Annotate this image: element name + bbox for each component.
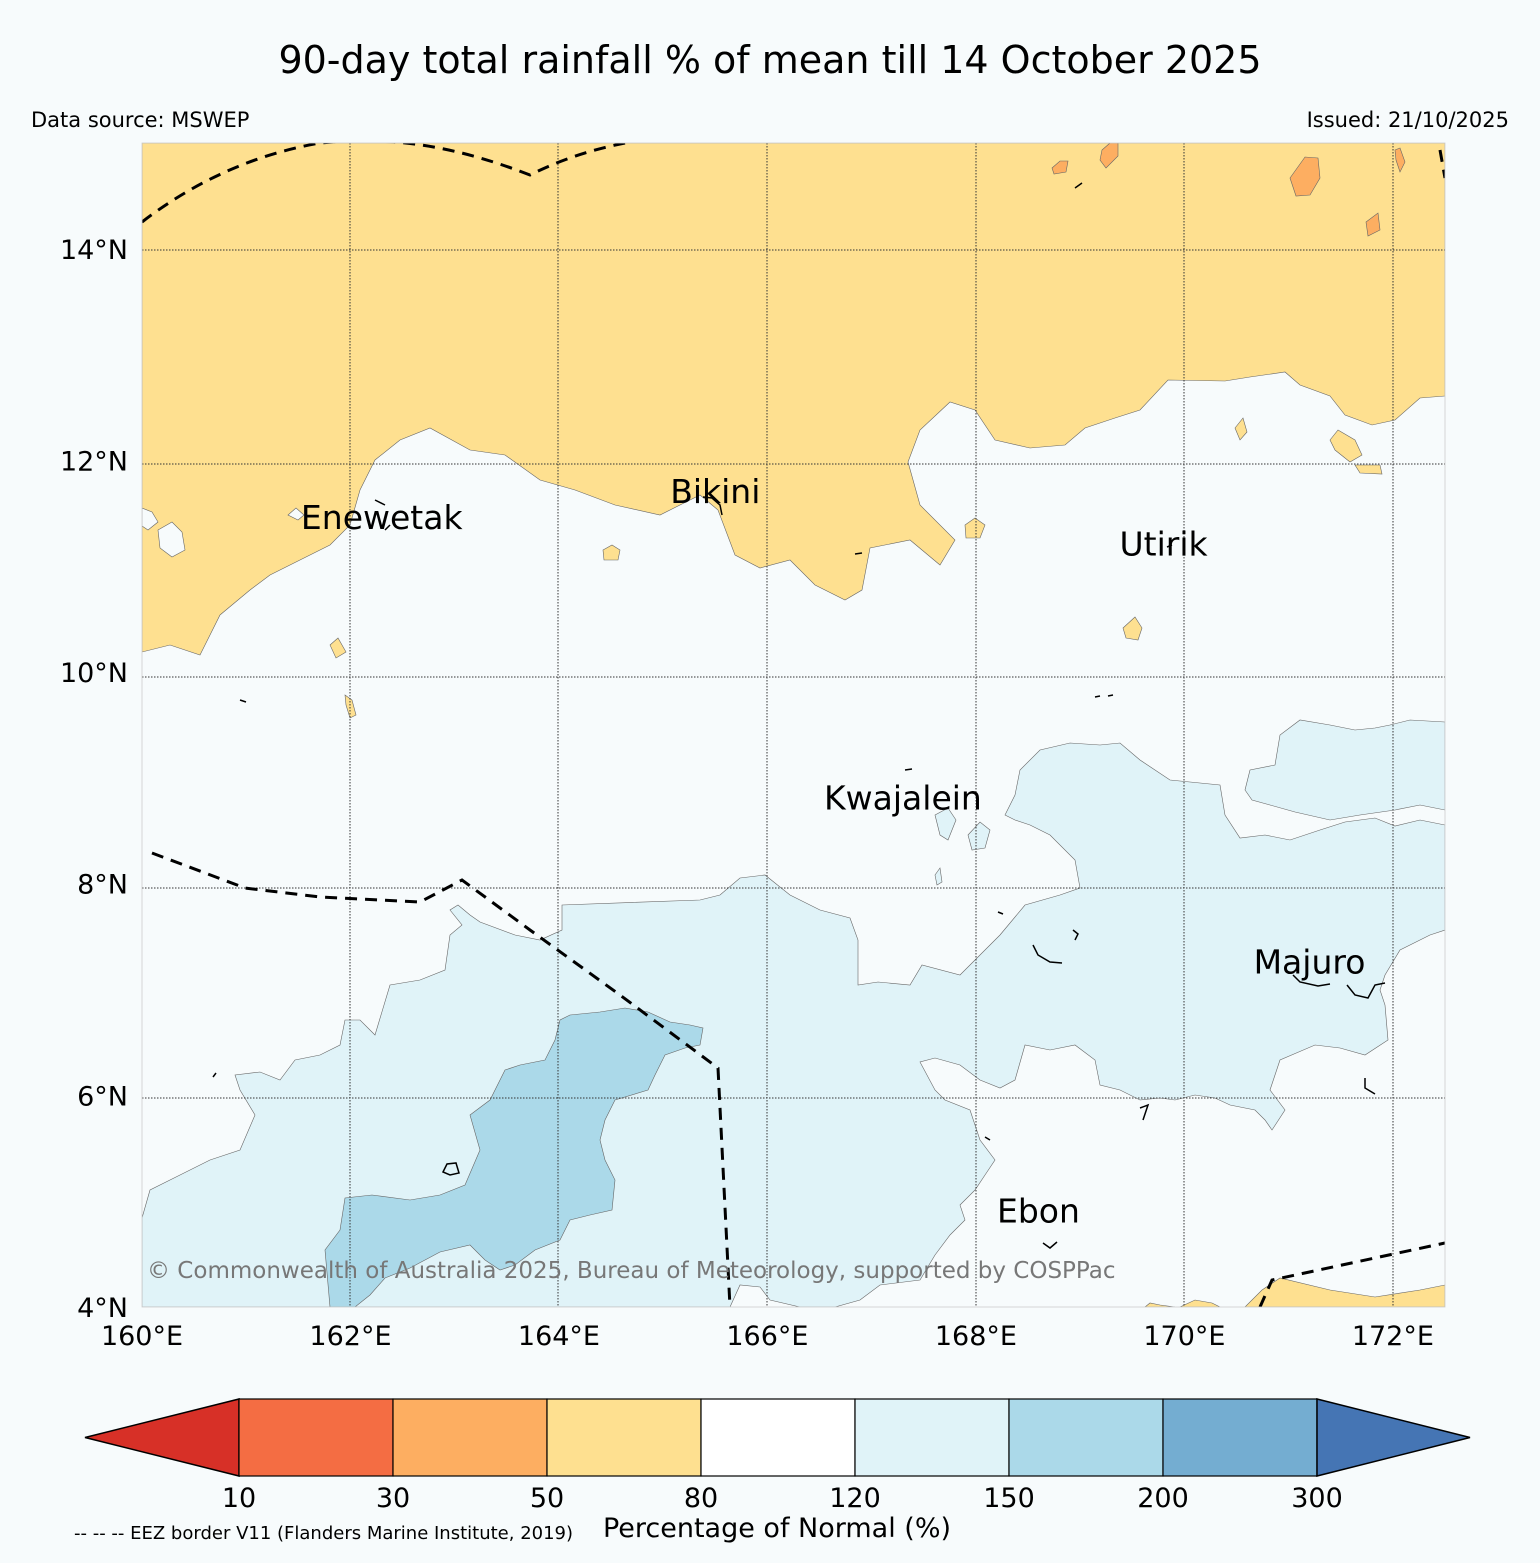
blob bbox=[1234, 417, 1248, 441]
colorbar-segment bbox=[1162, 1398, 1318, 1477]
atoll bbox=[212, 1072, 217, 1078]
issued-date-label: Issued: 21/10/2025 bbox=[1306, 108, 1509, 132]
data-source-label: Data source: MSWEP bbox=[31, 108, 250, 132]
region-120-150-ne bbox=[1244, 719, 1445, 821]
eez-border-north bbox=[142, 143, 626, 224]
lon-tick-label: 168°E bbox=[935, 1321, 1017, 1352]
copyright-text: © Commonwealth of Australia 2025, Bureau… bbox=[147, 1258, 1116, 1284]
atoll bbox=[1074, 182, 1083, 189]
colorbar-tick-label: 30 bbox=[376, 1483, 410, 1514]
lat-tick-label: 10°N bbox=[60, 658, 128, 689]
longitude-tick-labels: 160°E 162°E 164°E 166°E 168°E 170°E 172°E bbox=[101, 1321, 1434, 1352]
lat-tick-label: 8°N bbox=[77, 870, 128, 901]
atoll-kwajalein bbox=[1032, 944, 1063, 964]
colorbar-tick-label: 300 bbox=[1291, 1483, 1343, 1514]
lat-tick-label: 4°N bbox=[77, 1293, 128, 1324]
blob-30-50 bbox=[1051, 160, 1069, 175]
map-frame bbox=[141, 142, 1446, 1308]
eez-border-note: -- -- -- EEZ border V11 (Flanders Marine… bbox=[74, 1523, 574, 1544]
blob bbox=[1354, 464, 1383, 475]
colorbar-tick-label: 80 bbox=[684, 1483, 718, 1514]
eez-borders bbox=[142, 143, 1445, 1307]
colorbar-extend-low bbox=[84, 1398, 240, 1477]
blob-120-150 bbox=[934, 867, 943, 886]
blob bbox=[602, 544, 621, 561]
colorbar-tick-label: 200 bbox=[1137, 1483, 1189, 1514]
atoll bbox=[984, 1136, 991, 1141]
eez-border-se bbox=[1258, 1241, 1445, 1307]
blob bbox=[1329, 429, 1363, 463]
colorbar-segment bbox=[1008, 1398, 1164, 1477]
lat-tick-label: 12°N bbox=[60, 446, 128, 477]
eez-border-west bbox=[151, 851, 732, 1307]
blob bbox=[344, 694, 357, 719]
region-120-150 bbox=[142, 742, 1445, 1307]
colorbar-segment bbox=[700, 1398, 856, 1477]
place-label-kwajalein: Kwajalein bbox=[824, 779, 982, 818]
blob-30-50 bbox=[1099, 143, 1119, 169]
grid bbox=[142, 143, 1445, 1307]
atoll-majuro bbox=[1292, 974, 1331, 987]
place-label-bikini: Bikini bbox=[670, 472, 760, 511]
blob-30-50 bbox=[1394, 147, 1406, 173]
colorbar-tick-label: 10 bbox=[222, 1483, 256, 1514]
atoll bbox=[997, 911, 1004, 915]
atoll bbox=[374, 499, 391, 531]
atoll bbox=[1072, 929, 1079, 941]
islands bbox=[212, 182, 1386, 1249]
colorbar-segment bbox=[854, 1398, 1010, 1477]
blob-120-150 bbox=[934, 807, 957, 841]
atoll bbox=[1094, 694, 1114, 698]
colorbar-label: Percentage of Normal (%) bbox=[603, 1513, 951, 1544]
place-label-enewetak: Enewetak bbox=[301, 498, 464, 537]
colorbar-segment bbox=[546, 1398, 702, 1477]
lon-tick-label: 166°E bbox=[726, 1321, 808, 1352]
place-label-ebon: Ebon bbox=[997, 1191, 1080, 1230]
chart-title: 90-day total rainfall % of mean till 14 … bbox=[278, 38, 1262, 82]
lat-tick-label: 14°N bbox=[60, 235, 128, 266]
colorbar-tick-label: 120 bbox=[829, 1483, 881, 1514]
region-150-200 bbox=[324, 1007, 704, 1307]
colorbar-tick-label: 150 bbox=[983, 1483, 1035, 1514]
place-label-majuro: Majuro bbox=[1254, 943, 1366, 982]
lon-tick-label: 162°E bbox=[309, 1321, 391, 1352]
colorbar-extend-high bbox=[1316, 1398, 1471, 1477]
blob bbox=[329, 637, 347, 659]
blob bbox=[964, 517, 986, 539]
atoll-jaluit bbox=[1139, 1103, 1150, 1121]
blob-30-50 bbox=[1365, 212, 1381, 237]
atoll bbox=[702, 496, 723, 516]
atoll-ujae bbox=[441, 1162, 460, 1176]
lon-tick-label: 172°E bbox=[1352, 1321, 1434, 1352]
eez-border-ne bbox=[1438, 149, 1445, 179]
atoll bbox=[904, 768, 913, 771]
lon-tick-label: 160°E bbox=[101, 1321, 183, 1352]
atoll bbox=[854, 552, 863, 555]
latitude-tick-labels: 4°N 6°N 8°N 10°N 12°N 14°N bbox=[60, 235, 128, 1324]
blob-30-50 bbox=[1289, 156, 1321, 197]
colorbar-segment bbox=[238, 1398, 394, 1477]
place-labels: Enewetak Bikini Utirik Kwajalein Majuro Ebon bbox=[301, 472, 1365, 1231]
atoll-arno bbox=[1346, 982, 1386, 999]
blob bbox=[1122, 616, 1143, 641]
colorbar-tick-label: 50 bbox=[530, 1483, 564, 1514]
blob-120-150 bbox=[967, 821, 991, 851]
hole bbox=[287, 507, 305, 521]
colorbar-segment bbox=[392, 1398, 548, 1477]
colorbar: 10 30 50 80 120 150 200 300 Percentage of Normal… bbox=[84, 1398, 1471, 1544]
lat-tick-label: 6°N bbox=[77, 1081, 128, 1112]
atoll bbox=[1166, 544, 1173, 548]
lon-tick-label: 170°E bbox=[1143, 1321, 1225, 1352]
atoll-ebon bbox=[1042, 1241, 1058, 1249]
lon-tick-label: 164°E bbox=[518, 1321, 600, 1352]
map-panel: © Commonwealth of Australia 2025, Bureau… bbox=[142, 143, 1445, 1307]
hole bbox=[142, 507, 159, 531]
atoll bbox=[239, 699, 247, 703]
place-label-utirik: Utirik bbox=[1119, 525, 1208, 564]
region-50-80-north bbox=[142, 143, 1445, 656]
hole bbox=[157, 521, 186, 558]
atoll-mili bbox=[1364, 1078, 1376, 1095]
